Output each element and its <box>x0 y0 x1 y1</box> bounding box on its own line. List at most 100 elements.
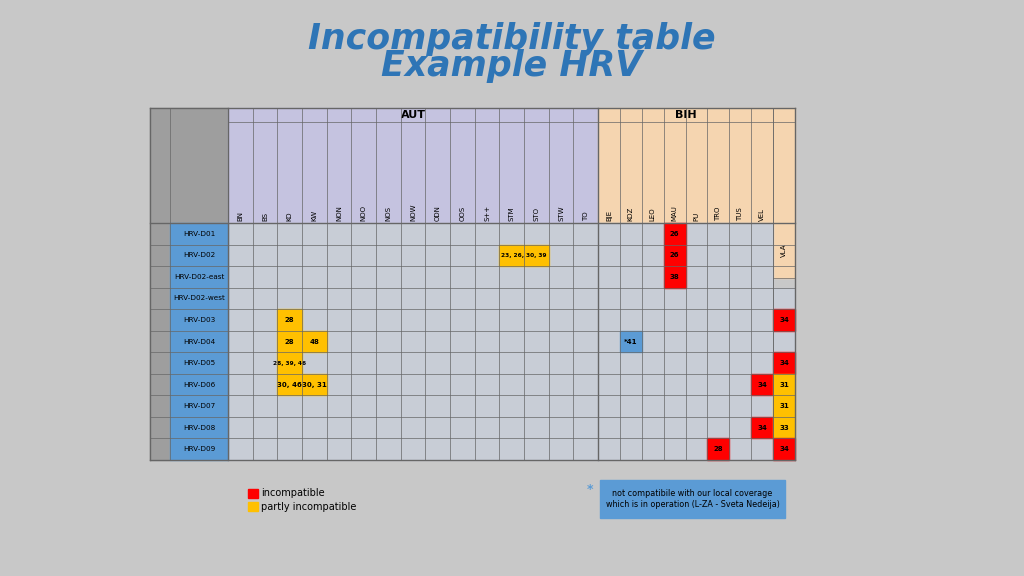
Bar <box>228 374 598 395</box>
Bar <box>278 353 302 374</box>
Bar <box>170 438 228 460</box>
Text: KO: KO <box>287 211 293 221</box>
Text: 28: 28 <box>285 339 295 344</box>
Text: ODN: ODN <box>434 205 440 221</box>
Text: STM: STM <box>509 206 515 221</box>
Bar <box>150 245 170 266</box>
Bar <box>708 438 729 460</box>
Text: BN: BN <box>238 211 244 221</box>
Bar <box>598 223 773 245</box>
Bar <box>773 417 795 438</box>
Text: BIH: BIH <box>675 110 696 120</box>
Bar <box>773 287 795 309</box>
Text: partly incompatible: partly incompatible <box>261 502 356 511</box>
Text: NOS: NOS <box>385 206 391 221</box>
Bar <box>228 331 598 353</box>
Text: 31: 31 <box>779 403 788 409</box>
Bar <box>773 353 795 374</box>
Text: LEO: LEO <box>649 207 655 221</box>
Text: STW: STW <box>558 206 564 221</box>
Text: BS: BS <box>262 212 268 221</box>
Text: 33: 33 <box>779 425 788 431</box>
Text: HRV-D05: HRV-D05 <box>183 360 215 366</box>
Bar <box>598 245 773 266</box>
Text: HRV-D07: HRV-D07 <box>183 403 215 409</box>
Bar <box>170 245 228 266</box>
Text: KW: KW <box>311 210 317 221</box>
Bar <box>598 108 773 223</box>
Text: 30, 31: 30, 31 <box>302 381 327 388</box>
Text: TUS: TUS <box>737 207 743 221</box>
Text: PU: PU <box>693 212 699 221</box>
Bar <box>228 417 598 438</box>
Bar <box>664 245 685 266</box>
Bar <box>228 266 598 287</box>
Bar <box>150 353 170 374</box>
Bar <box>150 395 170 417</box>
Bar <box>600 480 785 518</box>
Bar <box>170 395 228 417</box>
Bar <box>278 374 302 395</box>
Text: HRV-D02-west: HRV-D02-west <box>173 295 225 301</box>
Bar <box>598 395 773 417</box>
Bar <box>150 108 228 223</box>
Text: KOZ: KOZ <box>628 207 634 221</box>
Bar <box>170 331 228 353</box>
Bar <box>664 223 685 245</box>
Bar <box>598 353 773 374</box>
Text: *: * <box>587 483 593 496</box>
Bar <box>228 223 598 245</box>
Bar <box>150 309 170 331</box>
Text: HRV-D08: HRV-D08 <box>183 425 215 431</box>
Bar <box>773 438 795 460</box>
Text: AUT: AUT <box>400 110 426 120</box>
Bar <box>150 287 170 309</box>
Text: OOS: OOS <box>460 206 465 221</box>
Bar <box>773 108 795 278</box>
Bar <box>773 374 795 395</box>
Text: NOW: NOW <box>410 203 416 221</box>
Bar <box>773 395 795 417</box>
Text: 34: 34 <box>779 446 788 452</box>
Bar <box>773 331 795 353</box>
Bar <box>278 309 302 331</box>
Bar <box>598 417 773 438</box>
Text: HRV-D06: HRV-D06 <box>183 381 215 388</box>
Text: 31: 31 <box>779 381 788 388</box>
Text: Incompatibility table: Incompatibility table <box>308 22 716 56</box>
Bar <box>598 331 773 353</box>
Text: MAU: MAU <box>672 205 678 221</box>
Text: TRO: TRO <box>716 207 721 221</box>
Text: 38: 38 <box>670 274 680 280</box>
Bar <box>773 309 795 331</box>
Text: 28: 28 <box>714 446 723 452</box>
Bar <box>500 245 549 266</box>
Bar <box>598 287 773 309</box>
Bar <box>248 489 258 498</box>
Text: 34: 34 <box>779 360 788 366</box>
Text: HRV-D01: HRV-D01 <box>183 231 215 237</box>
Text: VLA: VLA <box>781 244 787 257</box>
Text: 34: 34 <box>757 381 767 388</box>
Text: Example HRV: Example HRV <box>381 49 643 83</box>
Bar <box>598 309 773 331</box>
Text: *41: *41 <box>624 339 638 344</box>
Bar <box>598 266 773 287</box>
Bar <box>302 374 327 395</box>
Text: TO: TO <box>583 211 589 221</box>
Bar <box>664 266 685 287</box>
Bar <box>228 309 598 331</box>
Text: 28: 28 <box>285 317 295 323</box>
Bar <box>752 417 773 438</box>
Bar <box>773 309 795 331</box>
Bar <box>228 438 598 460</box>
Bar <box>773 438 795 460</box>
Bar <box>598 438 773 460</box>
Text: S++: S++ <box>484 205 490 221</box>
Bar <box>228 287 598 309</box>
Bar <box>170 353 228 374</box>
Text: HRV-D04: HRV-D04 <box>183 339 215 344</box>
Text: STO: STO <box>534 207 540 221</box>
Bar <box>752 374 773 395</box>
Bar <box>248 502 258 511</box>
